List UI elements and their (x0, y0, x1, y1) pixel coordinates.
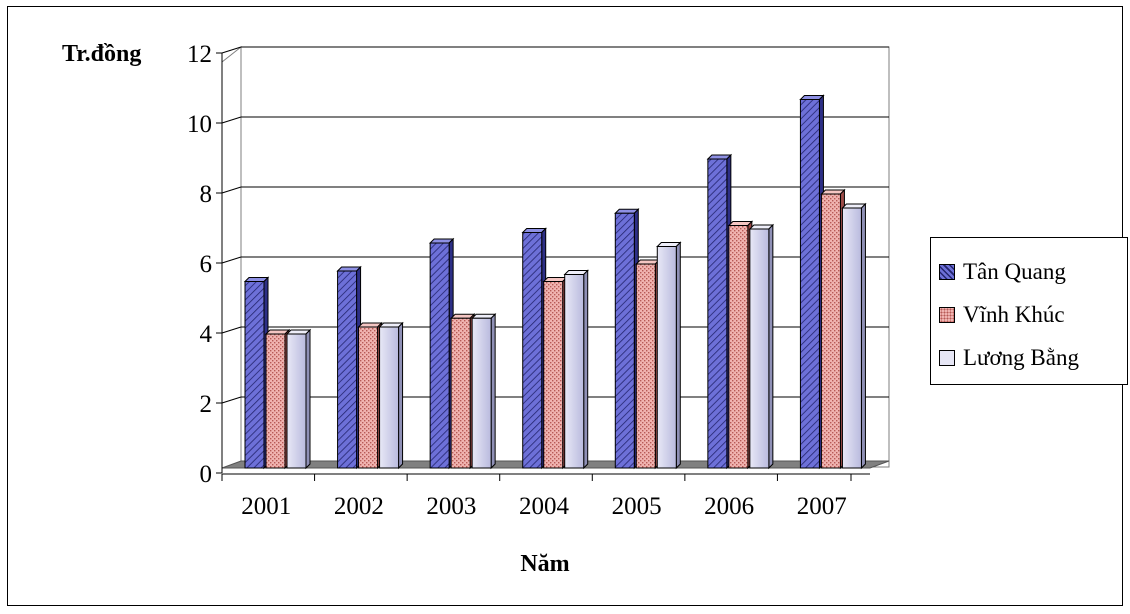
bar-Lương Bằng-2006 (748, 223, 775, 470)
bar-Lương Bằng-2001 (285, 328, 312, 470)
legend-label-tan-quang: Tân Quang (963, 259, 1066, 284)
legend-item-vinh-khuc: Vĩnh Khúc (939, 300, 1065, 330)
bar-side (768, 223, 774, 470)
bar-side (305, 328, 311, 470)
bar-front (614, 212, 635, 469)
bar-front (728, 225, 749, 469)
legend-item-tan-quang: Tân Quang (939, 257, 1066, 287)
bar-Vĩnh Khúc-2002 (357, 321, 383, 470)
bar-front (379, 326, 400, 469)
bar-front (656, 246, 677, 469)
y-tick-label: 12 (187, 41, 212, 68)
bar-Tân Quang-2007 (799, 94, 825, 470)
bar-Vĩnh Khúc-2005 (635, 258, 661, 470)
bar-front (707, 158, 728, 469)
bar-Vĩnh Khúc-2001 (264, 328, 291, 470)
bar-front (429, 242, 450, 469)
bar-front (564, 274, 585, 469)
x-tick-label-2006: 2006 (704, 493, 754, 520)
bar-Tân Quang-2001 (243, 276, 270, 470)
y-tick-label: 8 (200, 181, 213, 208)
legend: Tân Quang Vĩnh Khúc Lương Bằng (930, 237, 1128, 385)
y-tick-label: 4 (200, 321, 213, 348)
bar-Tân Quang-2002 (336, 265, 362, 470)
x-tick-label-2001: 2001 (241, 493, 291, 520)
bar-front (749, 228, 770, 469)
bar-Tân Quang-2005 (614, 208, 640, 470)
bar-Vĩnh Khúc-2004 (542, 276, 568, 470)
legend-swatch-luong-bang (939, 350, 955, 366)
bar-Lương Bằng-2005 (656, 241, 682, 470)
gridline-side (221, 396, 242, 404)
bar-front (286, 333, 307, 469)
bar-front (820, 193, 841, 469)
bar-front (471, 317, 492, 469)
y-tick-label: 10 (187, 111, 212, 138)
bar-side (675, 241, 681, 470)
bar-side (490, 313, 496, 470)
bar-Lương Bằng-2002 (378, 321, 404, 470)
bar-side (398, 321, 404, 470)
gridline-side (221, 186, 242, 194)
bar-Lương Bằng-2007 (841, 202, 867, 470)
bar-Lương Bằng-2004 (563, 269, 589, 470)
y-tick-label: 6 (200, 251, 213, 278)
legend-swatch-vinh-khuc (939, 307, 955, 323)
bar-front (337, 270, 358, 469)
legend-swatch-tan-quang (939, 264, 955, 280)
x-axis-label: Năm (520, 551, 569, 577)
bar-front (244, 281, 265, 469)
bar-Vĩnh Khúc-2006 (727, 220, 754, 470)
x-tick-label-2003: 2003 (426, 493, 476, 520)
bar-Lương Bằng-2003 (470, 313, 497, 470)
bar-front (635, 263, 656, 469)
y-tick-label: 2 (200, 391, 213, 418)
x-tick-label-2007: 2007 (797, 493, 847, 520)
bar-front (522, 232, 543, 469)
bar-Vĩnh Khúc-2007 (820, 188, 846, 470)
gridline-side (221, 256, 242, 264)
bar-side (583, 269, 589, 470)
legend-label-vinh-khuc: Vĩnh Khúc (963, 302, 1065, 327)
bar-front (841, 207, 862, 469)
bar-front (450, 317, 471, 469)
gridline-side (221, 326, 242, 334)
bar-Vĩnh Khúc-2003 (449, 313, 476, 470)
bar-front (799, 99, 820, 469)
y-axis-label: Tr.đồng (62, 41, 141, 67)
bar-front (543, 281, 564, 469)
bar-front (358, 326, 379, 469)
x-tick-label-2002: 2002 (334, 493, 384, 520)
legend-item-luong-bang: Lương Bằng (939, 343, 1079, 373)
legend-label-luong-bang: Lương Bằng (963, 345, 1079, 370)
bar-Tân Quang-2004 (521, 227, 547, 470)
bar-Tân Quang-2006 (706, 153, 733, 470)
y-tick-label: 0 (200, 461, 213, 488)
x-tick-label-2005: 2005 (612, 493, 662, 520)
gridline-side (221, 46, 242, 54)
bar-Tân Quang-2003 (428, 237, 455, 470)
gridline-side (221, 116, 242, 124)
x-tick-label-2004: 2004 (519, 493, 570, 520)
bar-side (860, 202, 866, 470)
bar-front (265, 333, 286, 469)
